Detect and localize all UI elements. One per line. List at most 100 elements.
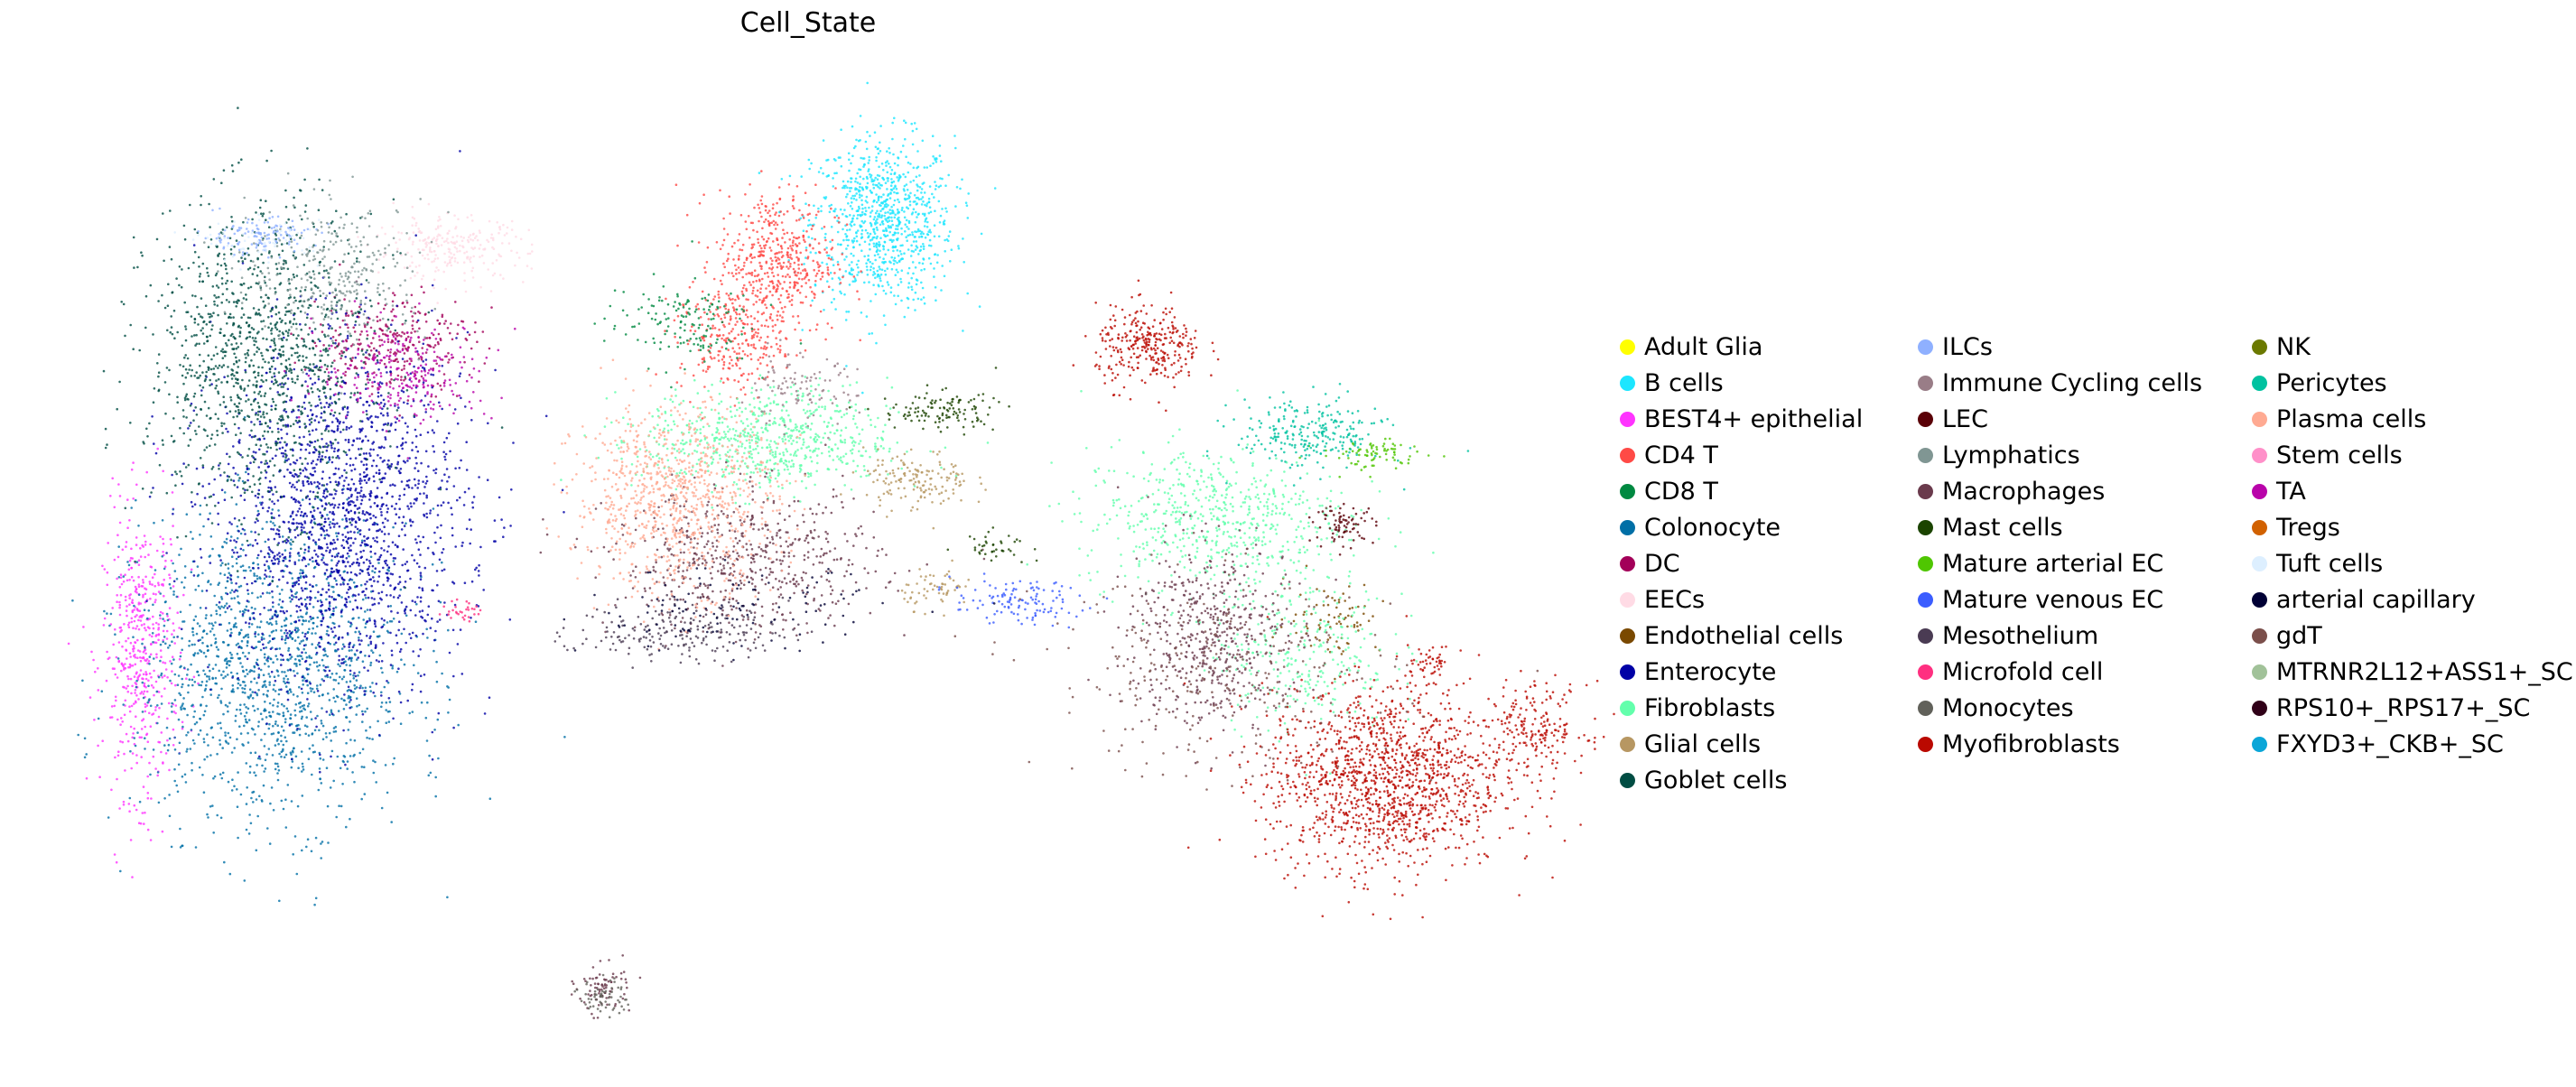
scatter-point [757, 274, 760, 276]
scatter-point [353, 330, 357, 333]
scatter-point [274, 454, 277, 458]
scatter-point [674, 301, 676, 303]
scatter-point [192, 618, 196, 621]
scatter-point [863, 212, 866, 216]
scatter-point [773, 223, 776, 227]
scatter-point [362, 519, 366, 522]
scatter-point [387, 570, 391, 572]
scatter-point [702, 346, 705, 349]
scatter-point [411, 449, 414, 451]
scatter-point [940, 289, 943, 292]
scatter-point [410, 359, 413, 363]
scatter-point [286, 678, 290, 681]
scatter-point [424, 321, 428, 323]
scatter-point [857, 259, 860, 263]
scatter-point [346, 498, 349, 501]
scatter-point [886, 234, 889, 237]
scatter-point [323, 571, 327, 575]
scatter-point [364, 325, 367, 329]
scatter-point [354, 630, 358, 634]
scatter-point [743, 332, 747, 335]
scatter-point [916, 246, 919, 249]
scatter-point [349, 755, 352, 757]
scatter-point [144, 748, 146, 750]
scatter-point [181, 636, 183, 640]
scatter-point [902, 172, 905, 176]
scatter-point [353, 739, 357, 742]
scatter-point [172, 512, 174, 516]
scatter-point [183, 576, 187, 580]
scatter-point [385, 504, 388, 507]
scatter-point [760, 267, 763, 271]
scatter-point [276, 772, 279, 775]
scatter-point [757, 331, 759, 335]
scatter-point [162, 661, 164, 664]
scatter-point [260, 739, 263, 741]
scatter-point [860, 311, 863, 314]
scatter-point [144, 702, 147, 706]
scatter-point [329, 526, 332, 529]
scatter-point [128, 597, 131, 599]
scatter-point [181, 482, 184, 486]
scatter-point [222, 641, 226, 644]
scatter-point [419, 648, 422, 651]
scatter-point [927, 197, 931, 200]
scatter-point [222, 676, 225, 680]
scatter-point [697, 307, 701, 311]
scatter-point [295, 872, 299, 876]
scatter-point [756, 289, 759, 293]
scatter-point [311, 687, 314, 691]
scatter-point [125, 648, 127, 652]
scatter-point [273, 683, 275, 687]
scatter-point [752, 281, 755, 283]
scatter-point [127, 677, 130, 681]
scatter-point [667, 317, 670, 320]
scatter-point [847, 311, 851, 313]
scatter-point [1351, 607, 1354, 609]
scatter-point [784, 241, 786, 244]
scatter-point [845, 238, 848, 242]
scatter-point [207, 816, 209, 819]
scatter-point [823, 309, 825, 311]
scatter-point [874, 293, 878, 296]
scatter-point [432, 278, 436, 282]
scatter-point [432, 451, 436, 453]
scatter-point [739, 388, 742, 391]
scatter-point [306, 673, 310, 676]
scatter-point [1316, 588, 1318, 590]
scatter-point [860, 214, 862, 218]
scatter-point [242, 549, 245, 552]
scatter-point [427, 202, 431, 206]
scatter-point [416, 271, 419, 274]
scatter-point [241, 691, 245, 693]
scatter-point [907, 266, 911, 270]
scatter-point [159, 614, 162, 617]
scatter-point [306, 725, 309, 729]
scatter-point [810, 228, 814, 230]
scatter-point [920, 198, 923, 200]
scatter-point [750, 322, 753, 326]
scatter-point [182, 586, 186, 589]
scatter-point [401, 322, 405, 326]
scatter-point [377, 720, 379, 723]
scatter-point [760, 236, 764, 238]
scatter-point [888, 216, 890, 218]
scatter-point [462, 504, 466, 506]
scatter-point [883, 240, 887, 244]
scatter-point [122, 685, 125, 689]
scatter-point [1309, 645, 1313, 647]
scatter-point [226, 705, 229, 708]
scatter-point [422, 360, 425, 363]
scatter-point [384, 764, 387, 766]
scatter-point [156, 771, 160, 774]
scatter-point [753, 255, 756, 259]
scatter-point [414, 445, 418, 449]
scatter-point [380, 806, 384, 810]
scatter-point [768, 290, 772, 293]
scatter-point [465, 250, 469, 254]
scatter-point [478, 247, 481, 250]
scatter-point [855, 235, 859, 238]
scatter-point [340, 697, 343, 701]
scatter-point [1335, 640, 1338, 643]
scatter-point [320, 857, 323, 859]
